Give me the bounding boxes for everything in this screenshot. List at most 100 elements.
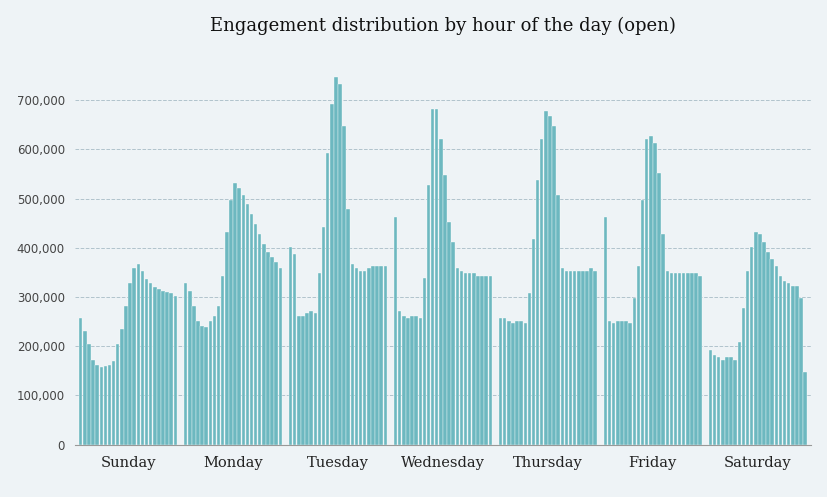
Bar xyxy=(628,323,631,445)
Bar xyxy=(254,224,257,445)
Bar xyxy=(204,328,208,445)
Bar xyxy=(91,360,94,445)
Bar xyxy=(523,323,526,445)
Bar xyxy=(745,271,748,445)
Bar xyxy=(749,247,753,445)
Bar xyxy=(593,271,596,445)
Bar xyxy=(402,316,405,445)
Bar xyxy=(661,234,664,445)
Bar xyxy=(733,360,736,445)
Bar xyxy=(278,268,282,445)
Bar xyxy=(116,344,119,445)
Bar xyxy=(157,289,160,445)
Bar xyxy=(128,283,131,445)
Bar xyxy=(184,283,187,445)
Bar xyxy=(132,268,136,445)
Bar xyxy=(471,273,475,445)
Bar xyxy=(326,154,329,445)
Bar xyxy=(762,242,765,445)
Bar xyxy=(794,286,798,445)
Bar xyxy=(624,321,627,445)
Bar xyxy=(786,283,790,445)
Bar xyxy=(514,321,519,445)
Bar xyxy=(716,357,719,445)
Bar xyxy=(165,292,169,445)
Bar xyxy=(398,311,401,445)
Bar xyxy=(161,291,165,445)
Bar xyxy=(217,306,220,445)
Bar xyxy=(225,232,228,445)
Bar xyxy=(535,180,538,445)
Bar xyxy=(233,183,237,445)
Bar xyxy=(442,175,447,445)
Bar xyxy=(720,360,724,445)
Bar xyxy=(770,258,773,445)
Bar xyxy=(358,271,362,445)
Bar xyxy=(480,276,483,445)
Bar xyxy=(422,278,426,445)
Bar xyxy=(145,279,148,445)
Bar xyxy=(607,321,610,445)
Bar xyxy=(527,293,530,445)
Bar xyxy=(270,256,274,445)
Bar xyxy=(136,263,140,445)
Bar xyxy=(459,271,462,445)
Bar xyxy=(262,244,265,445)
Bar xyxy=(83,331,87,445)
Bar xyxy=(615,321,619,445)
Bar xyxy=(698,276,701,445)
Bar xyxy=(619,321,623,445)
Bar xyxy=(681,273,685,445)
Bar xyxy=(108,365,111,445)
Bar xyxy=(406,318,409,445)
Bar xyxy=(737,342,740,445)
Bar xyxy=(673,273,676,445)
Bar xyxy=(237,188,241,445)
Bar xyxy=(188,291,191,445)
Bar xyxy=(589,268,592,445)
Bar xyxy=(221,276,224,445)
Bar xyxy=(644,139,648,445)
Bar xyxy=(653,144,656,445)
Bar xyxy=(297,316,300,445)
Bar xyxy=(362,271,366,445)
Bar xyxy=(124,306,127,445)
Bar xyxy=(342,126,346,445)
Bar xyxy=(686,273,689,445)
Bar xyxy=(519,321,523,445)
Bar xyxy=(410,316,414,445)
Bar xyxy=(354,268,358,445)
Bar xyxy=(338,84,342,445)
Bar xyxy=(677,273,681,445)
Bar xyxy=(322,227,325,445)
Bar xyxy=(79,318,83,445)
Bar xyxy=(208,321,212,445)
Bar xyxy=(170,293,173,445)
Bar xyxy=(560,268,563,445)
Bar xyxy=(426,185,430,445)
Bar xyxy=(414,316,418,445)
Bar xyxy=(334,77,337,445)
Bar xyxy=(200,326,203,445)
Bar xyxy=(782,281,786,445)
Bar xyxy=(669,273,672,445)
Bar xyxy=(467,273,471,445)
Bar xyxy=(690,273,693,445)
Bar xyxy=(213,316,216,445)
Bar xyxy=(430,109,434,445)
Bar xyxy=(476,276,479,445)
Bar xyxy=(539,139,543,445)
Bar xyxy=(572,271,576,445)
Bar xyxy=(246,204,249,445)
Bar xyxy=(250,214,253,445)
Bar xyxy=(394,217,397,445)
Bar xyxy=(774,266,777,445)
Bar xyxy=(657,173,660,445)
Bar xyxy=(502,318,506,445)
Bar xyxy=(174,296,177,445)
Bar xyxy=(758,234,761,445)
Bar xyxy=(350,263,354,445)
Bar xyxy=(632,298,635,445)
Bar xyxy=(640,200,643,445)
Bar xyxy=(192,306,195,445)
